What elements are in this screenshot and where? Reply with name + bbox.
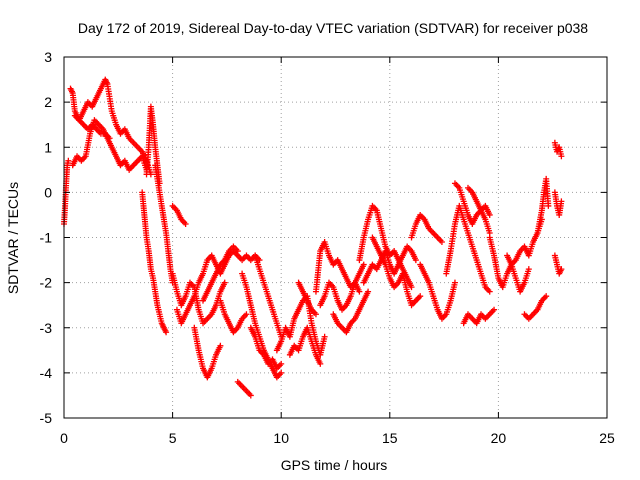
y-tick-label: 1	[44, 139, 52, 155]
series-track-ae	[464, 184, 493, 218]
series-track-m	[217, 297, 250, 336]
y-axis-label: SDTVAR / TECUs	[5, 182, 21, 294]
y-tick-label: -1	[40, 230, 53, 246]
data-point	[317, 360, 324, 367]
x-axis-label: GPS time / hours	[281, 457, 388, 473]
data-point	[278, 369, 285, 376]
series-track-s	[286, 324, 324, 367]
series-track-n	[234, 378, 254, 399]
series-track-aj	[534, 175, 552, 236]
data-point	[412, 257, 419, 264]
y-tick-label: 2	[44, 94, 52, 110]
series-track-z	[369, 234, 424, 309]
data-point	[278, 360, 285, 367]
series-track-k	[191, 324, 224, 381]
series-track-d	[71, 112, 113, 142]
series-track-w	[330, 288, 372, 336]
data-point	[491, 306, 498, 313]
x-tick-label: 10	[273, 430, 289, 446]
data-point	[558, 266, 565, 273]
data-point	[163, 329, 170, 336]
data-point	[217, 342, 224, 349]
series-track-y	[360, 243, 419, 286]
series-track-ai	[521, 293, 550, 322]
series-track-ab	[417, 261, 458, 322]
series-track-p	[247, 324, 285, 372]
series-track-l	[200, 243, 241, 304]
series-track-ag	[486, 234, 532, 295]
data-points	[61, 76, 565, 399]
data-point	[486, 288, 493, 295]
series-track-v	[317, 261, 367, 313]
x-tick-label: 0	[60, 430, 68, 446]
series-track-t	[295, 279, 319, 318]
series-track-am	[551, 252, 565, 277]
data-point	[525, 266, 532, 273]
data-point	[558, 153, 565, 160]
x-tick-label: 5	[169, 430, 177, 446]
series-track-u	[312, 239, 363, 295]
series-track-h	[169, 202, 189, 227]
data-point	[545, 202, 552, 209]
series-track-q	[252, 252, 285, 340]
data-point	[486, 211, 493, 218]
series-track-al	[551, 189, 565, 218]
series-track-g	[152, 162, 176, 286]
data-point	[106, 135, 113, 142]
data-point	[65, 157, 72, 164]
series-track-aa	[408, 211, 445, 246]
data-point	[221, 279, 228, 286]
data-point	[365, 288, 372, 295]
data-point	[234, 248, 241, 255]
y-tick-label: -4	[40, 365, 53, 381]
series-track-r	[273, 293, 328, 358]
data-point	[356, 288, 363, 295]
y-tick-label: 3	[44, 49, 52, 65]
x-tick-label: 25	[599, 430, 615, 446]
data-point	[408, 284, 415, 291]
data-point	[558, 198, 565, 205]
series-track-b	[67, 76, 154, 178]
data-point	[543, 293, 550, 300]
chart-title: Day 172 of 2019, Sidereal Day-to-day VTE…	[78, 20, 588, 36]
y-tick-label: -5	[40, 410, 53, 426]
data-point	[438, 239, 445, 246]
data-point	[451, 279, 458, 286]
y-tick-label: 0	[44, 184, 52, 200]
data-point	[243, 311, 250, 318]
x-tick-label: 20	[491, 430, 507, 446]
axes: 0 5 10 15 20 25 -5 -4 -3 -2 -1 0 1 2 3	[40, 49, 615, 446]
series-track-af	[460, 306, 498, 327]
series-track-ac	[443, 202, 493, 295]
x-tick-label: 15	[382, 430, 398, 446]
data-point	[312, 311, 319, 318]
data-point	[247, 392, 254, 399]
data-point	[182, 220, 189, 227]
series-track-ak	[551, 139, 565, 160]
data-point	[417, 293, 424, 300]
y-tick-label: -3	[40, 320, 53, 336]
y-tick-label: -2	[40, 275, 53, 291]
data-point	[321, 333, 328, 340]
series-track-f	[139, 189, 170, 336]
data-point	[360, 261, 367, 268]
